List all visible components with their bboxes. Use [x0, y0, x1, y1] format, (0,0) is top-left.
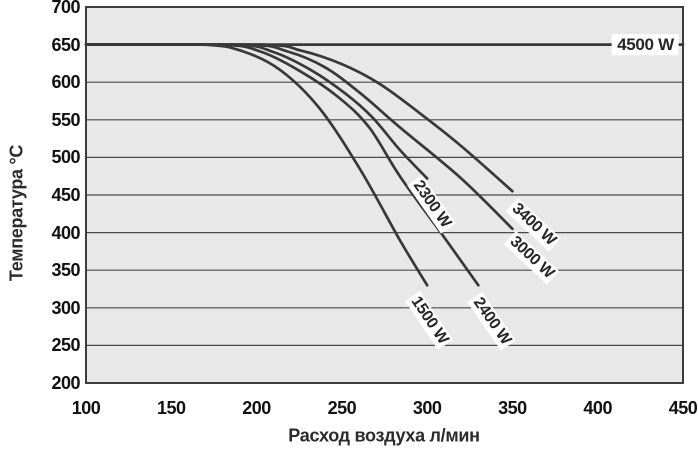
plot-border — [85, 6, 684, 384]
x-tick-label: 250 — [327, 398, 357, 418]
x-tick-label: 450 — [668, 398, 698, 418]
y-tick-label: 500 — [51, 147, 80, 168]
x-tick-label: 150 — [157, 398, 186, 418]
y-tick-label: 400 — [51, 222, 80, 243]
y-tick-label: 600 — [51, 72, 80, 93]
y-tick-label: 450 — [51, 185, 80, 205]
y-tick-label: 550 — [51, 109, 80, 130]
x-tick-label: 200 — [242, 398, 271, 418]
y-axis-title: Температура °C — [6, 144, 27, 282]
curve-label-4500w: 4500 W — [612, 33, 679, 56]
y-tick-label: 350 — [51, 260, 80, 281]
x-axis-title: Расход воздуха л/мин — [288, 425, 480, 446]
y-tick-label: 650 — [51, 34, 80, 55]
x-tick-label: 300 — [412, 398, 442, 418]
x-tick-label: 400 — [583, 398, 612, 418]
y-tick-label: 200 — [51, 373, 80, 393]
x-tick-label: 350 — [498, 398, 527, 418]
y-tick-label: 250 — [51, 335, 80, 356]
y-tick-label: 700 — [51, 0, 80, 17]
y-tick-label: 300 — [51, 297, 80, 318]
x-tick-label: 100 — [71, 398, 101, 418]
